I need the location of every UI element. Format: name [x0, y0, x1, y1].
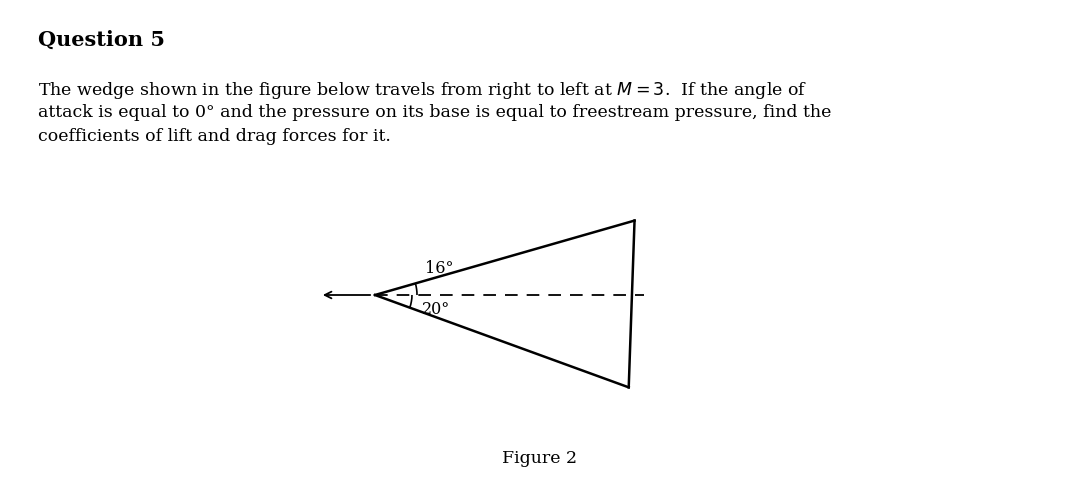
Text: 20°: 20° — [422, 301, 450, 318]
Text: Figure 2: Figure 2 — [502, 450, 578, 467]
Text: attack is equal to 0° and the pressure on its base is equal to freestream pressu: attack is equal to 0° and the pressure o… — [38, 104, 832, 121]
Text: coefficients of lift and drag forces for it.: coefficients of lift and drag forces for… — [38, 128, 391, 145]
Text: 16°: 16° — [426, 260, 454, 277]
Text: Question 5: Question 5 — [38, 30, 165, 50]
Text: The wedge shown in the figure below travels from right to left at $M = 3$.  If t: The wedge shown in the figure below trav… — [38, 80, 808, 101]
